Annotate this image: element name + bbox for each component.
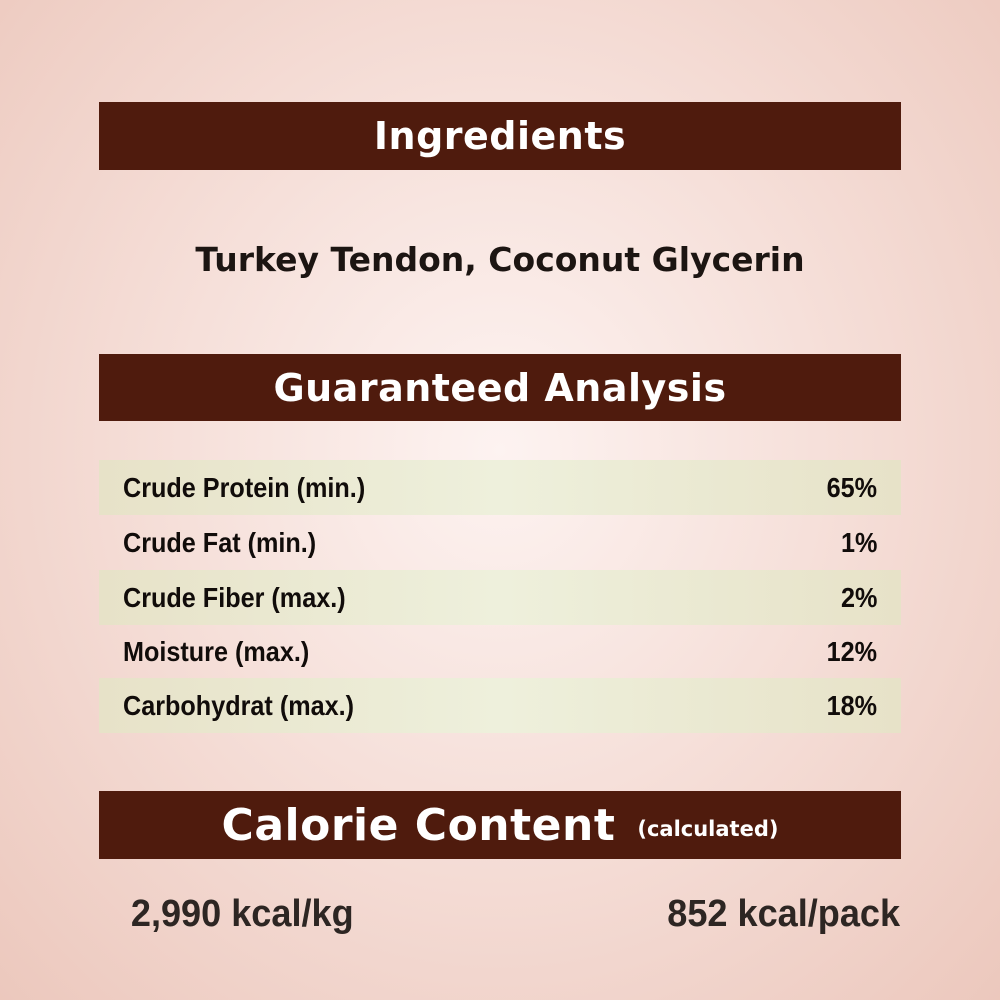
ingredients-heading: Ingredients bbox=[373, 114, 627, 158]
row-value: 1% bbox=[840, 526, 877, 558]
row-label: Crude Fat (min.) bbox=[123, 526, 317, 558]
ingredients-banner: Ingredients bbox=[99, 102, 901, 170]
analysis-row: Moisture (max.) 12% bbox=[99, 624, 901, 679]
calorie-per-pack: 852 kcal/pack bbox=[667, 893, 900, 935]
row-label: Crude Protein (min.) bbox=[123, 471, 366, 503]
row-label: Crude Fiber (max.) bbox=[123, 581, 346, 613]
row-label: Carbohydrat (max.) bbox=[123, 689, 355, 721]
row-value: 12% bbox=[826, 635, 877, 667]
row-value: 65% bbox=[826, 471, 877, 503]
ingredients-text: Turkey Tendon, Coconut Glycerin bbox=[195, 240, 805, 279]
analysis-row: Carbohydrat (max.) 18% bbox=[99, 678, 901, 733]
calorie-per-kg: 2,990 kcal/kg bbox=[130, 893, 354, 935]
calorie-note: (calculated) bbox=[637, 817, 779, 841]
row-value: 2% bbox=[840, 581, 877, 613]
row-value: 18% bbox=[826, 689, 877, 721]
analysis-row: Crude Protein (min.) 65% bbox=[99, 460, 901, 515]
analysis-row: Crude Fat (min.) 1% bbox=[99, 515, 901, 570]
analysis-row: Crude Fiber (max.) 2% bbox=[99, 570, 901, 625]
analysis-heading: Guaranteed Analysis bbox=[273, 365, 727, 410]
row-label: Moisture (max.) bbox=[123, 635, 310, 667]
analysis-banner: Guaranteed Analysis bbox=[99, 354, 901, 421]
calorie-heading: Calorie Content bbox=[221, 799, 616, 851]
calorie-banner: Calorie Content (calculated) bbox=[99, 791, 901, 859]
